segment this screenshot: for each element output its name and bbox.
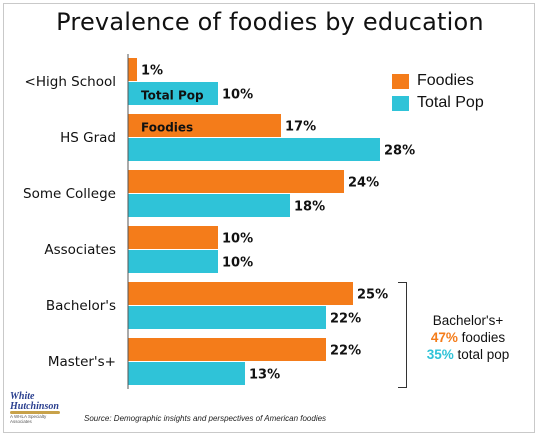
in-bar-label-total-pop: Total Pop (141, 89, 204, 103)
value-label-foodies-master-s: 22% (330, 344, 361, 359)
category-label-hs-grad: HS Grad (60, 130, 116, 146)
bar-total-pop-high-school (128, 82, 218, 105)
bar-foodies-some-college (128, 170, 344, 193)
value-label-total-pop-hs-grad: 28% (384, 144, 415, 159)
value-label-total-pop-associates: 10% (222, 256, 253, 271)
category-label-high-school: <High School (25, 74, 116, 90)
category-label-bachelor-s: Bachelor's (46, 298, 116, 314)
category-label-some-college: Some College (23, 186, 116, 202)
annotation-foodies-pct: 47% (430, 330, 458, 345)
annotation-heading: Bachelor's+ (432, 313, 504, 328)
logo-tagline: A WHLA Specialty Associates (10, 414, 47, 424)
value-label-total-pop-master-s: 13% (249, 368, 280, 383)
value-label-foodies-some-college: 24% (348, 176, 379, 191)
annotation-foodies-line: 47% foodies (412, 329, 524, 346)
source-note: Source: Demographic insights and perspec… (84, 414, 327, 423)
value-label-total-pop-bachelor-s: 22% (330, 312, 361, 327)
bar-total-pop-bachelor-s (128, 306, 326, 329)
white-hutchinson-logo: White Hutchinson A WHLA Specialty Associ… (10, 392, 62, 426)
bar-total-pop-master-s (128, 362, 245, 385)
chart-frame (3, 3, 535, 433)
annotation-total-text: total pop (453, 347, 510, 362)
value-label-foodies-bachelor-s: 25% (357, 288, 388, 303)
logo-line-2: Hutchinson (10, 401, 59, 412)
bar-total-pop-associates (128, 250, 218, 273)
bar-foodies-hs-grad (128, 114, 281, 137)
value-label-total-pop-some-college: 18% (294, 200, 325, 215)
legend-label-total-pop: Total Pop (417, 94, 484, 111)
category-label-associates: Associates (44, 242, 116, 258)
bar-total-pop-some-college (128, 194, 290, 217)
annotation-total-line: 35% total pop (412, 346, 524, 363)
chart-title: Prevalence of foodies by education (56, 8, 484, 36)
logo-swoosh-icon (10, 411, 60, 414)
bar-foodies-associates (128, 226, 218, 249)
bachelors-plus-bracket (398, 282, 407, 388)
value-label-foodies-high-school: 1% (141, 64, 163, 79)
bachelors-plus-annotation: Bachelor's+ 47% foodies 35% total pop (412, 312, 524, 363)
bar-foodies-bachelor-s (128, 282, 353, 305)
bar-total-pop-hs-grad (128, 138, 380, 161)
legend: Foodies Total Pop (392, 70, 484, 114)
legend-swatch-foodies (392, 73, 409, 89)
in-bar-label-foodies: Foodies (141, 121, 193, 135)
bar-foodies-high-school (128, 58, 137, 81)
legend-item-foodies: Foodies (392, 70, 484, 92)
logo-line-1: White (10, 391, 35, 402)
category-label-master-s: Master's+ (48, 354, 116, 370)
legend-swatch-total-pop (392, 95, 409, 111)
legend-label-foodies: Foodies (417, 72, 474, 89)
value-label-total-pop-high-school: 10% (222, 88, 253, 103)
annotation-foodies-text: foodies (457, 330, 506, 345)
legend-item-total-pop: Total Pop (392, 92, 484, 114)
value-label-foodies-hs-grad: 17% (285, 120, 316, 135)
bar-foodies-master-s (128, 338, 326, 361)
annotation-total-pct: 35% (426, 347, 454, 362)
value-label-foodies-associates: 10% (222, 232, 253, 247)
